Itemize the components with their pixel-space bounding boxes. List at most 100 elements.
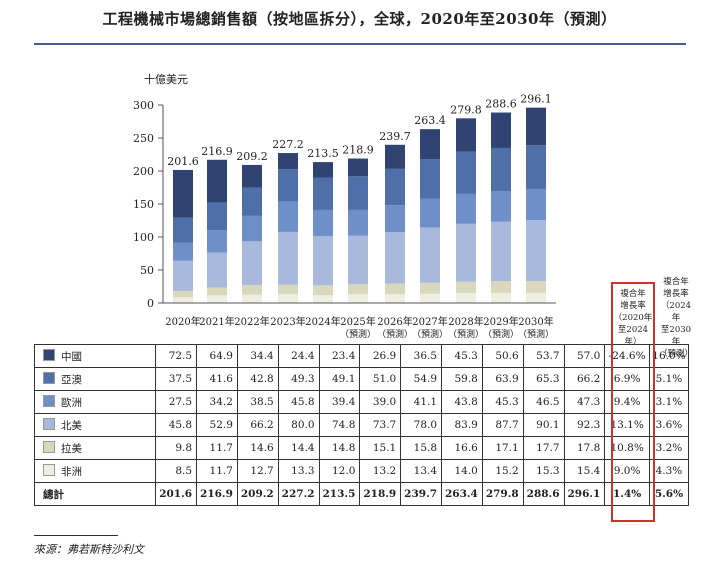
bar-total-label: 279.8 [450, 103, 482, 116]
x-tick-label: 2028年 [448, 315, 483, 328]
bar-segment-亞澳 [420, 159, 440, 199]
table-cell: 43.8 [441, 390, 483, 414]
x-tick-label: （預測） [412, 328, 448, 340]
table-cell: 13.2 [359, 459, 402, 483]
cagr-2024-2030-cell: 5.6% [648, 482, 690, 506]
bar-segment-非洲 [278, 294, 298, 303]
bar-segment-中國 [491, 112, 511, 148]
table-cell: 15.4 [563, 459, 606, 483]
bar-segment-拉美 [456, 281, 476, 293]
bar-segment-亞澳 [385, 168, 405, 206]
bar-segment-歐洲 [207, 230, 227, 253]
x-tick-label: 2030年 [518, 315, 553, 328]
bar-segment-中國 [526, 107, 546, 146]
table-cell: 14.0 [441, 459, 483, 483]
bar-segment-北美 [491, 221, 511, 282]
bar-segment-亞澳 [207, 202, 227, 231]
bar-segment-拉美 [313, 285, 333, 296]
table-cell: 72.5 [155, 344, 198, 368]
table-cell: 66.2 [236, 413, 279, 437]
bar-total-label: 288.6 [485, 98, 517, 111]
table-cell: 37.5 [155, 367, 198, 391]
bar-segment-北美 [242, 241, 262, 285]
data-table: 中國 72.5 64.9 34.4 24.4 23.4 26.9 36.5 45.3 50.6 53… [33, 344, 690, 506]
bar-segment-歐洲 [242, 215, 262, 242]
bar-segment-拉美 [420, 282, 440, 294]
table-cell: 23.4 [318, 344, 361, 368]
cagr-header-line: 增長率 [663, 289, 689, 299]
bar-segment-拉美 [173, 290, 193, 298]
bar-segment-北美 [385, 232, 405, 284]
table-cell: 15.1 [359, 436, 402, 460]
x-tick-label: 2024年 [305, 315, 340, 328]
cagr-header-line: 至2024年） [617, 325, 649, 347]
bar-segment-中國 [456, 118, 476, 152]
bar-segment-北美 [526, 220, 546, 282]
cagr-header-line: （2020年 [613, 313, 653, 323]
table-cell: 239.7 [400, 482, 443, 506]
cagr-2024-2030-cell: 3.2% [648, 436, 690, 460]
table-cell: 12.0 [318, 459, 361, 483]
bar-segment-亞澳 [278, 169, 298, 202]
table-cell: 288.6 [522, 482, 565, 506]
table-cell: 34.2 [196, 390, 238, 414]
x-tick-label: （預測） [518, 328, 554, 340]
table-cell: 17.7 [522, 436, 565, 460]
bar-segment-亞澳 [242, 187, 262, 216]
bar-segment-歐洲 [313, 209, 333, 236]
x-tick-label: 2021年 [199, 315, 234, 328]
bar-total-label: 263.4 [414, 114, 446, 127]
legend-swatch [43, 371, 55, 384]
bar-segment-北美 [420, 227, 440, 283]
table-cell: 38.5 [236, 390, 279, 414]
table-cell: 218.9 [359, 482, 402, 506]
bar-segment-非洲 [456, 292, 476, 303]
table-cell: 74.8 [318, 413, 361, 437]
table-cell: 13.3 [277, 459, 320, 483]
row-label-text: 拉美 [61, 442, 82, 455]
bar-segment-拉美 [278, 284, 298, 295]
table-cell: 11.7 [196, 459, 238, 483]
table-total-row: 總計 201.6 216.9 209.2 227.2 213.5 218.9 239.7 263… [33, 482, 690, 506]
table-cell: 227.2 [277, 482, 320, 506]
bar-total-label: 296.1 [520, 93, 552, 106]
row-label: 總計 [33, 482, 157, 506]
row-label-text: 北美 [61, 419, 82, 432]
bar-segment-非洲 [313, 295, 333, 303]
bar-segment-歐洲 [348, 209, 368, 236]
table-cell: 78.0 [400, 413, 443, 437]
cagr-header-line: 至2030年 [660, 325, 692, 347]
table-row: 歐洲 27.5 34.2 38.5 45.8 39.4 39.0 41.1 43.8 45.3 46… [33, 390, 690, 414]
cagr-2024-2030-cell: 4.3% [648, 459, 690, 483]
legend-swatch [43, 463, 55, 476]
table-cell: 90.1 [522, 413, 565, 437]
bar-segment-歐洲 [385, 205, 405, 233]
bar-segment-北美 [348, 235, 368, 285]
bar-segment-非洲 [173, 297, 193, 303]
row-label-text: 亞澳 [61, 373, 82, 386]
cagr-2024-2030-cell: 5.1% [648, 367, 690, 391]
table-cell: 51.0 [359, 367, 402, 391]
y-tick-label: 100 [133, 231, 154, 244]
legend-swatch [43, 348, 55, 361]
row-label-text: 中國 [61, 350, 82, 363]
table-cell: 296.1 [563, 482, 606, 506]
table-cell: 83.9 [441, 413, 483, 437]
bar-segment-非洲 [420, 293, 440, 303]
table-row: 亞澳 37.5 41.6 42.8 49.3 49.1 51.0 54.9 59.8 63.9 65… [33, 367, 690, 391]
bar-segment-中國 [242, 164, 262, 188]
table-cell: 45.3 [441, 344, 483, 368]
x-tick-label: （預測） [448, 328, 484, 340]
x-tick-label: （預測） [377, 328, 413, 340]
table-cell: 66.2 [563, 367, 606, 391]
bar-segment-北美 [173, 260, 193, 291]
table-cell: 92.3 [563, 413, 606, 437]
bar-total-label: 216.9 [201, 145, 233, 158]
table-cell: 14.6 [236, 436, 279, 460]
table-cell: 45.8 [277, 390, 320, 414]
table-row: 拉美 9.8 11.7 14.6 14.4 14.8 15.1 15.8 16.6 17.1 17.… [33, 436, 690, 460]
bar-segment-中國 [385, 144, 405, 169]
source-divider [34, 535, 118, 536]
table-cell: 11.7 [196, 436, 238, 460]
table-cell: 39.4 [318, 390, 361, 414]
